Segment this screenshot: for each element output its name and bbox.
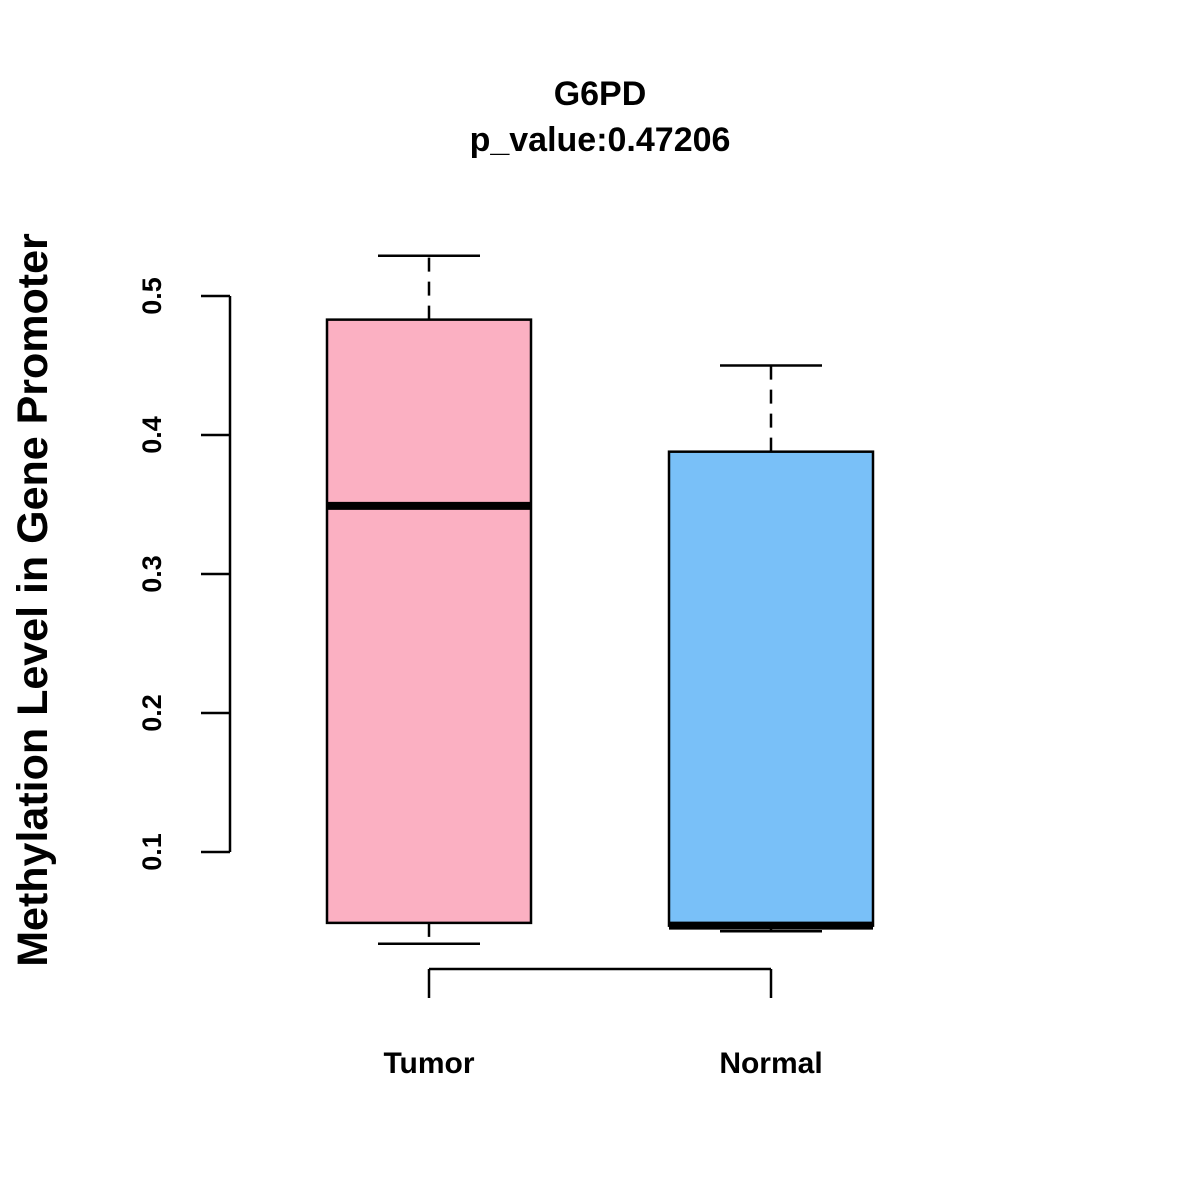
box-rect: [325, 318, 533, 925]
x-axis: Tumor Normal: [383, 967, 823, 1080]
x-tick-label: Normal: [719, 1047, 822, 1080]
y-tick-label: 0.4: [137, 416, 167, 454]
y-axis: 0.1 0.2 0.3 0.4 0.5: [137, 277, 232, 871]
boxes-group: [325, 254, 875, 945]
y-tick-label: 0.2: [137, 694, 167, 732]
y-tick-label: 0.1: [137, 833, 167, 871]
y-axis-label: Methylation Level in Gene Promoter: [9, 233, 57, 967]
x-tick-label: Tumor: [383, 1047, 474, 1080]
box-tumor: [325, 254, 533, 945]
y-tick-label: 0.5: [137, 277, 167, 315]
box-normal: [667, 364, 875, 933]
box-rect: [667, 450, 875, 927]
chart-subtitle: p_value:0.47206: [470, 121, 731, 159]
chart-title: G6PD: [554, 75, 647, 113]
y-tick-label: 0.3: [137, 555, 167, 593]
